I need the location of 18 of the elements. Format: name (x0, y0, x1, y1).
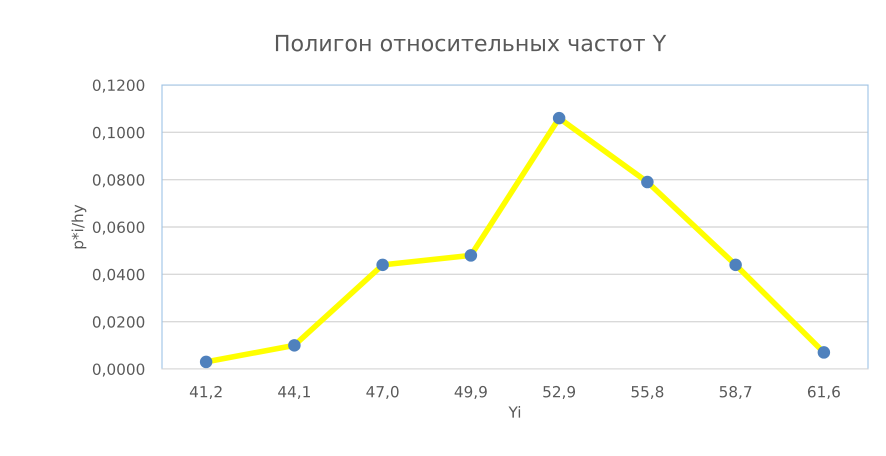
x-tick-label: 55,8 (632, 386, 664, 400)
x-tick-label: 44,1 (278, 386, 310, 400)
x-tick-label: 61,6 (808, 386, 840, 400)
y-tick-label: 0,1000 (92, 126, 144, 140)
y-tick-label: 0,0400 (92, 268, 144, 282)
x-tick-label: 52,9 (543, 386, 576, 400)
y-axis-title: p*i/hy (72, 204, 86, 248)
y-tick-label: 0,1200 (92, 79, 144, 93)
y-tick-label: 0,0000 (92, 363, 144, 377)
y-tick-label: 0,0800 (92, 174, 144, 188)
x-tick-label: 49,9 (454, 386, 487, 400)
x-tick-label: 41,2 (190, 386, 222, 400)
chart-title: Полигон относительных частот Y (276, 34, 666, 52)
x-tick-label: 47,0 (366, 386, 399, 400)
x-tick-label: 58,7 (720, 386, 752, 400)
y-tick-label: 0,0600 (92, 221, 144, 235)
x-axis-title: Yi (508, 406, 520, 418)
y-tick-label: 0,0200 (92, 316, 144, 330)
